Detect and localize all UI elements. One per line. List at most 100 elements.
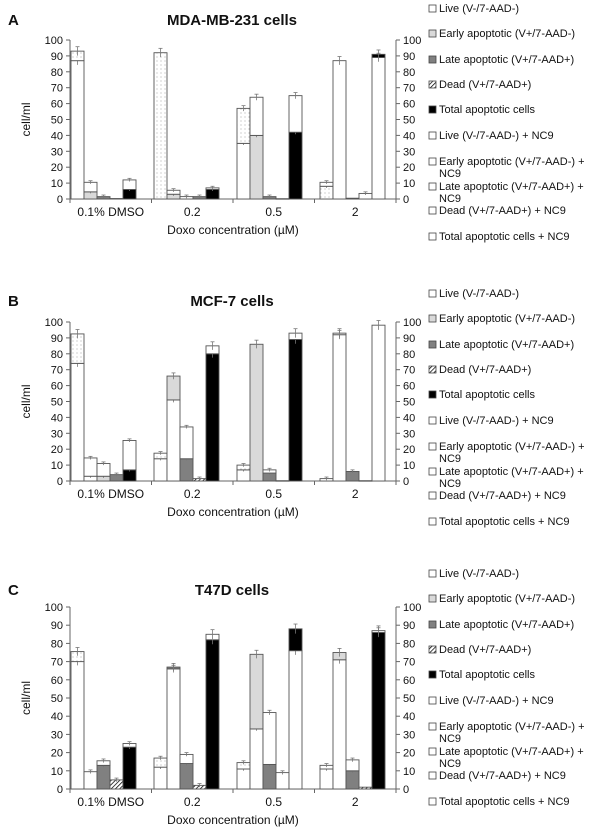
- y2-tick-label: 40: [403, 130, 415, 142]
- legend-swatch: [428, 722, 437, 731]
- bar-segment: [96, 463, 111, 477]
- legend-label: Early apoptotic (V+/7-AAD-) +: [439, 156, 585, 168]
- legend-label: Dead (V+/7-AAD+): [439, 644, 531, 656]
- y-tick-label: 100: [45, 317, 63, 329]
- y2-tick-label: 10: [403, 178, 415, 190]
- y2-tick-label: 40: [403, 711, 415, 723]
- y2-tick-label: 30: [403, 729, 415, 741]
- y-tick-label: 10: [51, 766, 63, 778]
- y-tick-label: 70: [51, 657, 63, 669]
- legend-item: Total apoptotic cells: [428, 104, 535, 116]
- x-tick-label: 0.1% DMSO: [77, 795, 144, 809]
- bar: [319, 476, 334, 482]
- bar-segment: [236, 768, 251, 790]
- legend-swatch: [428, 182, 437, 191]
- legend-label: Live (V-/7-AAD-): [439, 3, 519, 15]
- y-axis-label: cell/ml: [19, 102, 33, 136]
- legend-item: Late apoptotic (V+/7-AAD+): [428, 54, 574, 66]
- y-axis-label: cell/ml: [19, 384, 33, 418]
- bar: [179, 752, 194, 790]
- legend-swatch: [428, 645, 437, 654]
- legend-label-cont: NC9: [439, 478, 461, 490]
- bar: [109, 777, 124, 790]
- bar-segment: [358, 480, 373, 482]
- y-axis-label: cell/ml: [19, 681, 33, 715]
- x-tick-label: 0.2: [184, 487, 201, 501]
- legend-item: Dead (V+/7-AAD+): [428, 79, 531, 91]
- y-tick-label: 80: [51, 67, 63, 79]
- bar: [319, 763, 334, 790]
- bar: [371, 320, 386, 482]
- legend-label: Live (V-/7-AAD-): [439, 568, 519, 580]
- bar-segment: [319, 768, 334, 790]
- legend-label: Dead (V+/7-AAD+) + NC9: [439, 205, 566, 217]
- bar-segment: [179, 426, 194, 460]
- bar-segment: [371, 324, 386, 482]
- y2-tick-label: 10: [403, 766, 415, 778]
- y2-tick-label: 0: [403, 194, 409, 206]
- bar: [205, 629, 220, 790]
- x-tick-label: 0.5: [265, 795, 282, 809]
- bar: [288, 92, 303, 200]
- bar: [179, 194, 194, 200]
- y-tick-label: 0: [57, 476, 63, 488]
- legend-swatch: [428, 365, 437, 374]
- y-tick-label: 30: [51, 729, 63, 741]
- bar: [153, 755, 168, 790]
- legend-swatch: [428, 131, 437, 140]
- y-tick-label: 30: [51, 428, 63, 440]
- bar-segment: [249, 134, 264, 200]
- legend-swatch: [428, 80, 437, 89]
- bar: [288, 623, 303, 790]
- bar-segment: [249, 653, 264, 730]
- bar-segment: [70, 60, 85, 200]
- y-tick-label: 80: [51, 638, 63, 650]
- legend-item: Total apoptotic cells + NC9: [428, 231, 570, 243]
- legend-label: Total apoptotic cells + NC9: [439, 796, 570, 808]
- x-tick-label: 0.5: [265, 487, 282, 501]
- bar: [262, 709, 277, 790]
- y-tick-label: 20: [51, 162, 63, 174]
- bar-segment: [109, 198, 124, 200]
- legend-label: Live (V-/7-AAD-): [439, 288, 519, 300]
- y2-tick-label: 30: [403, 146, 415, 158]
- panel-C: C T47D cells cell/ml 0 0 10 10 20 20 30 30 40 40 50 50…: [8, 568, 585, 827]
- y2-tick-label: 60: [403, 675, 415, 687]
- bar-segment: [205, 353, 220, 482]
- y2-tick-label: 50: [403, 693, 415, 705]
- y2-tick-label: 80: [403, 349, 415, 361]
- bar-segment: [96, 764, 111, 790]
- x-tick-label: 0.2: [184, 795, 201, 809]
- legend-swatch: [428, 517, 437, 526]
- bar-segment: [288, 650, 303, 790]
- bar-segment: [70, 661, 85, 790]
- y-tick-label: 60: [51, 675, 63, 687]
- x-axis-label: Doxo concentration (µM): [167, 223, 299, 237]
- bar: [166, 188, 181, 200]
- bar: [358, 191, 373, 200]
- y-tick-label: 40: [51, 412, 63, 424]
- bar: [122, 741, 137, 790]
- panel-letter: B: [8, 293, 19, 310]
- legend-item: Live (V-/7-AAD-): [428, 568, 519, 580]
- bar: [288, 328, 303, 482]
- legend-item: Late apoptotic (V+/7-AAD+): [428, 339, 574, 351]
- legend-swatch: [428, 747, 437, 756]
- y-tick-label: 100: [45, 602, 63, 614]
- y-tick-label: 70: [51, 365, 63, 377]
- x-tick-label: 0.1% DMSO: [77, 487, 144, 501]
- bar-segment: [122, 469, 137, 482]
- legend-label: Total apoptotic cells + NC9: [439, 516, 570, 528]
- legend-label-cont: NC9: [439, 168, 461, 180]
- x-tick-label: 0.1% DMSO: [77, 205, 144, 219]
- bar-segment: [153, 766, 168, 790]
- x-tick-label: 0.2: [184, 205, 201, 219]
- bar: [275, 770, 290, 790]
- bar: [83, 455, 98, 482]
- bar: [345, 469, 360, 482]
- legend-swatch: [428, 55, 437, 64]
- y2-tick-label: 0: [403, 476, 409, 488]
- bar: [109, 198, 124, 200]
- y2-tick-label: 10: [403, 460, 415, 472]
- bar: [275, 480, 290, 482]
